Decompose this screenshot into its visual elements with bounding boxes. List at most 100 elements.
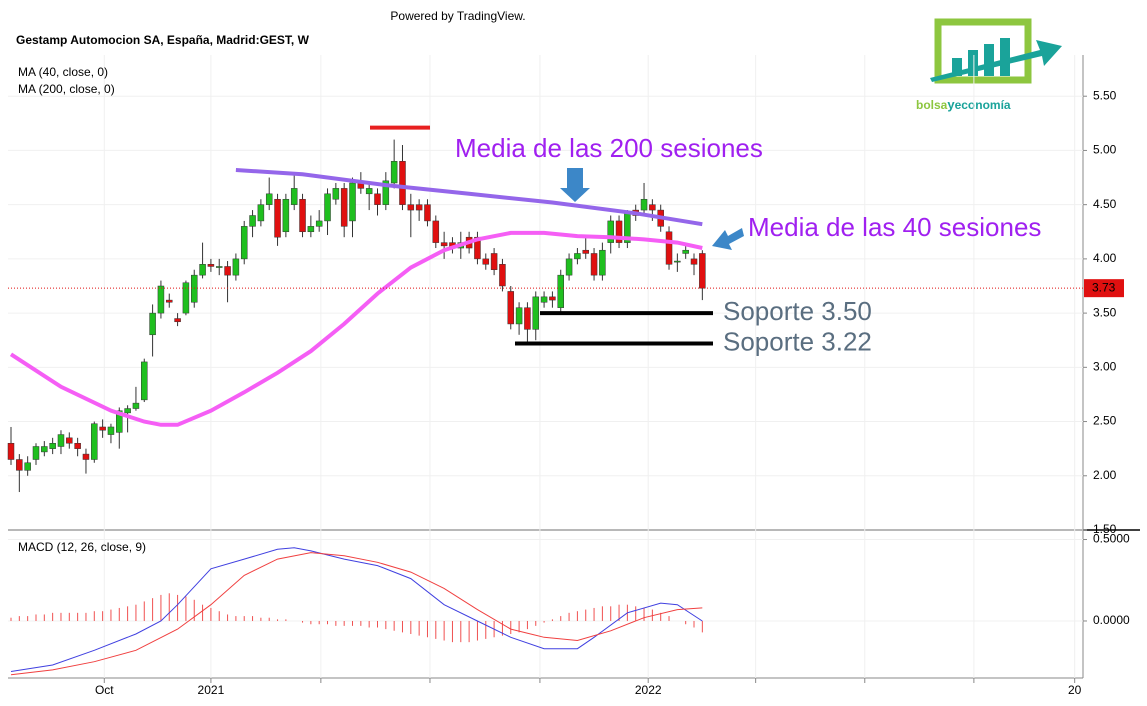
candle-body xyxy=(49,442,56,449)
candle-body xyxy=(74,442,81,449)
logo-bar xyxy=(968,50,978,76)
candle-body xyxy=(699,253,706,289)
y-tick-label: 4.50 xyxy=(1093,197,1117,211)
y-tick-label: 5.50 xyxy=(1093,88,1117,102)
candle-body xyxy=(24,462,31,471)
candle-body xyxy=(607,220,614,243)
candle-body xyxy=(7,442,15,460)
arrow xyxy=(560,168,590,202)
candle-body xyxy=(16,459,23,471)
candle-body xyxy=(265,193,273,205)
y-tick-label: 5.00 xyxy=(1093,143,1117,157)
y-tick-label: 4.00 xyxy=(1093,251,1117,265)
candle-body xyxy=(499,264,506,287)
candle-body xyxy=(207,264,215,267)
legend-entry: MA (200, close, 0) xyxy=(18,82,115,96)
candle-body xyxy=(390,161,398,184)
candle-body xyxy=(399,161,406,205)
candle-body xyxy=(674,260,681,263)
candle-body xyxy=(415,204,423,211)
candle-body xyxy=(424,204,431,222)
candle-body xyxy=(649,204,656,211)
logo-part: economía xyxy=(955,98,1011,112)
candle-body xyxy=(124,408,131,414)
x-tick-label: Oct xyxy=(95,683,114,697)
candle-body xyxy=(182,282,190,314)
last-price-label: 3.73 xyxy=(1092,280,1116,294)
candle-body xyxy=(365,188,373,195)
candle-body xyxy=(282,198,290,233)
candle-body xyxy=(307,226,315,233)
candle-body xyxy=(324,193,331,222)
support-label: Soporte 3.50 xyxy=(723,296,872,326)
candle-body xyxy=(615,220,623,243)
y-tick-label: 0.5000 xyxy=(1093,532,1130,546)
candle-body xyxy=(640,198,648,211)
logo-arrow xyxy=(930,40,1062,82)
y-tick-label: 0.0000 xyxy=(1093,613,1130,627)
x-tick-label: 20 xyxy=(1068,683,1082,697)
logo-text: bolsayeconomía xyxy=(916,97,1011,112)
candle-body xyxy=(99,426,106,431)
candle-body xyxy=(440,242,448,247)
candle-body xyxy=(166,299,173,303)
candle-body xyxy=(407,204,415,211)
support-label: Soporte 3.22 xyxy=(723,326,872,356)
candle-body xyxy=(340,188,348,227)
y-tick-label: 3.50 xyxy=(1093,305,1117,319)
candle-body xyxy=(574,253,581,260)
candle-body xyxy=(432,220,440,243)
panel-title: MACD (12, 26, close, 9) xyxy=(18,540,146,554)
candle-body xyxy=(132,402,140,409)
x-tick-label: 2022 xyxy=(635,683,662,697)
candle-body xyxy=(682,249,689,254)
candle-body xyxy=(557,274,564,308)
logo-frame xyxy=(934,18,1032,84)
candle-body xyxy=(524,307,531,330)
candle-body xyxy=(349,182,356,222)
candle-body xyxy=(532,296,540,330)
candle-body xyxy=(32,446,40,460)
candle-body xyxy=(382,180,390,205)
candle-body xyxy=(290,188,298,205)
arrow xyxy=(712,228,744,250)
powered-by: Powered by TradingView. xyxy=(390,9,525,23)
legend-entry: MA (40, close, 0) xyxy=(18,65,108,79)
candle-body xyxy=(515,307,523,325)
candle-body xyxy=(215,266,223,268)
macd-line xyxy=(10,552,703,676)
annotation: Media de las 200 sesiones xyxy=(455,133,763,163)
macd-line xyxy=(10,547,703,672)
logo-bar xyxy=(1000,38,1010,76)
candle-body xyxy=(565,258,573,276)
candle-body xyxy=(332,188,340,200)
candle-body xyxy=(540,296,548,303)
candle-body xyxy=(482,258,490,265)
logo: bolsayeconomía xyxy=(916,18,1062,112)
candle-body xyxy=(590,253,598,276)
logo-bar xyxy=(984,44,994,76)
moving-average xyxy=(235,168,703,227)
candle-body xyxy=(174,318,181,323)
candle-body xyxy=(57,434,65,447)
candle-body xyxy=(249,215,256,227)
candle-body xyxy=(274,198,281,238)
logo-bar xyxy=(952,58,962,76)
candle-body xyxy=(41,446,48,453)
annotation: Media de las 40 sesiones xyxy=(748,212,1041,242)
candle-body xyxy=(157,285,165,314)
candle-body xyxy=(141,361,148,401)
candle-body xyxy=(199,264,206,276)
moving-average xyxy=(9,230,703,427)
last-price-box xyxy=(1084,279,1124,298)
candle-body xyxy=(190,274,198,303)
y-tick-label: 2.50 xyxy=(1093,414,1117,428)
candle-body xyxy=(374,193,381,205)
candle-body xyxy=(240,226,248,260)
y-tick-label: 1.50 xyxy=(1093,522,1117,536)
candle-body xyxy=(299,198,306,233)
y-tick-label: 2.00 xyxy=(1093,468,1117,482)
candle-body xyxy=(507,291,515,325)
